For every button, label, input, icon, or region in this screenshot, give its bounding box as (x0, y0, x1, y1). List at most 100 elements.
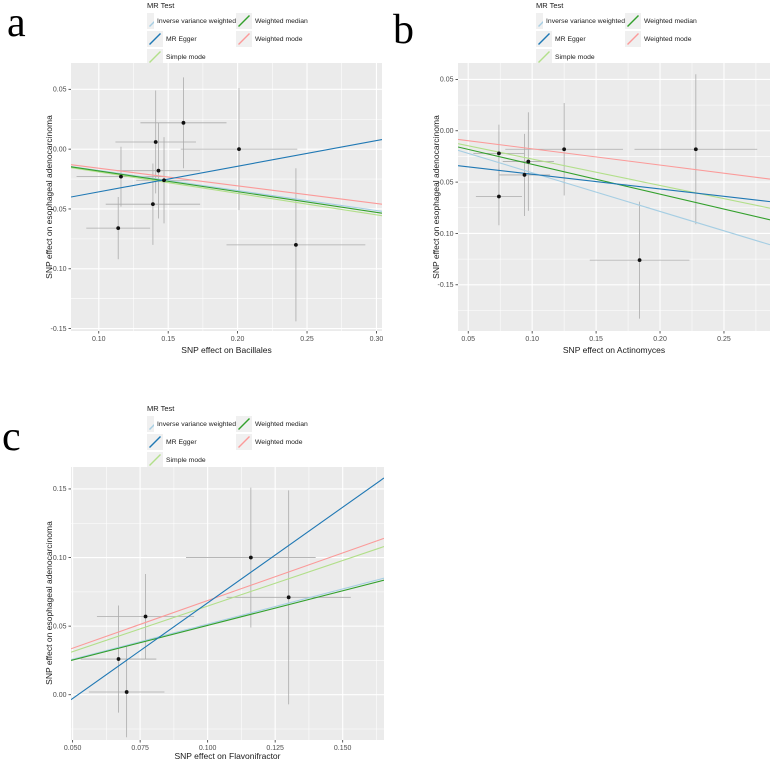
x-tick-label: 0.100 (199, 745, 217, 752)
regression-line-weighted-mode (458, 138, 770, 180)
data-point (497, 151, 501, 156)
x-axis-title-c: SNP effect on Flavonifractor (174, 751, 281, 761)
x-tick-label: 0.15 (589, 336, 603, 343)
data-point (162, 178, 166, 183)
regression-line-inverse-variance-weighted (71, 577, 384, 661)
legend-key-icon (236, 13, 252, 30)
y-tick-label: -0.10 (438, 231, 454, 238)
y-tick-label: -0.10 (51, 266, 67, 273)
data-point (181, 120, 186, 125)
legend-item-inverse-variance-weighted: Inverse variance weighted (536, 12, 625, 30)
legend-title: MR Test (147, 1, 175, 10)
legend-key-icon (147, 452, 163, 469)
y-tick-label: -0.05 (438, 179, 454, 186)
data-point (151, 202, 155, 207)
data-point (286, 595, 291, 600)
scatter-plot-actinomyces: 0.05 0.10 0.15 0.20 0.25 0.05 0.00 -0.05 -0.10 -0… (438, 63, 770, 343)
x-tick-label: 0.20 (653, 336, 667, 343)
data-point (116, 657, 121, 661)
data-point (156, 168, 161, 173)
legend-item-simple-mode: Simple mode (147, 451, 236, 469)
y-tick-label: 0.15 (53, 486, 67, 493)
data-point (693, 147, 698, 152)
legend-key-icon (236, 434, 252, 451)
legend-key-icon (147, 416, 155, 433)
regression-line-mr-egger (71, 477, 384, 701)
y-axis-title-c: SNP effect on esophageal adenocarcinoma (44, 521, 54, 685)
data-point (153, 140, 158, 144)
y-tick-label: 0.05 (53, 623, 67, 630)
regression-line-inverse-variance-weighted (458, 149, 770, 246)
regression-line-weighted-median (71, 166, 382, 214)
y-tick-label: -0.05 (51, 206, 67, 213)
data-point (562, 147, 567, 152)
data-point (637, 258, 642, 263)
regression-line-simple-mode (71, 167, 382, 217)
regression-line-simple-mode (458, 143, 770, 209)
scatter-plot-bacillales: 0.10 0.15 0.20 0.25 0.30 0.05 0.00 -0.05 -0.10 -0… (51, 63, 383, 343)
legend-item-simple-mode: Simple mode (536, 48, 625, 66)
y-axis-title-b: SNP effect on esophageal adenocarcinoma (431, 115, 441, 279)
data-point (248, 555, 253, 560)
legend-item-mr-egger: MR Egger (147, 30, 236, 48)
legend-item-simple-mode: Simple mode (147, 48, 236, 66)
regression-line-mr-egger (71, 139, 382, 198)
y-tick-label: 0.10 (53, 555, 67, 562)
legend-key-icon (625, 31, 641, 48)
panel-label-a: a (7, 0, 26, 46)
legend-key-icon (625, 13, 641, 30)
y-tick-label: 0.00 (440, 128, 454, 135)
x-tick-label: 0.150 (334, 745, 352, 752)
legend-key-icon (536, 13, 544, 30)
legend-item-inverse-variance-weighted: Inverse variance weighted (147, 415, 236, 433)
legend-item-inverse-variance-weighted: Inverse variance weighted (147, 12, 236, 30)
x-tick-label: 0.10 (92, 336, 106, 343)
x-tick-label: 0.20 (231, 336, 245, 343)
regression-line-weighted-mode (71, 164, 382, 205)
y-tick-label: -0.15 (51, 326, 67, 333)
regression-line-weighted-mode (71, 537, 384, 650)
x-tick-label: 0.050 (64, 745, 82, 752)
y-tick-label: 0.05 (440, 77, 454, 84)
legend-item-weighted-mode: Weighted mode (236, 433, 308, 451)
x-axis-title-b: SNP effect on Actinomyces (562, 345, 666, 355)
mr-test-legend-a: MR Test Inverse variance weighted MR Egger… (147, 1, 308, 67)
panel-label-c: c (2, 414, 21, 460)
legend-title: MR Test (147, 404, 175, 413)
legend-item-weighted-mode: Weighted mode (236, 30, 308, 48)
x-tick-label: 0.25 (717, 336, 731, 343)
legend-item-weighted-mode: Weighted mode (625, 30, 697, 48)
mr-test-legend-c: MR Test Inverse variance weighted MR Egger… (147, 404, 308, 470)
legend-key-icon (147, 434, 163, 451)
data-point (237, 147, 241, 152)
regression-line-inverse-variance-weighted (71, 165, 382, 212)
legend-item-mr-egger: MR Egger (147, 433, 236, 451)
legend-item-weighted-median: Weighted median (236, 415, 308, 433)
y-tick-label: 0.00 (53, 692, 67, 699)
data-point (124, 690, 129, 694)
data-point (522, 173, 527, 177)
panel-label-b: b (393, 7, 414, 53)
y-tick-label: 0.00 (53, 146, 67, 153)
x-tick-label: 0.075 (131, 745, 149, 752)
legend-key-icon (536, 31, 552, 48)
y-tick-label: -0.15 (438, 282, 454, 289)
x-tick-label: 0.10 (525, 336, 539, 343)
x-tick-label: 0.30 (370, 336, 384, 343)
legend-item-weighted-median: Weighted median (236, 12, 308, 30)
data-point (116, 226, 121, 231)
x-tick-label: 0.25 (300, 336, 314, 343)
legend-key-icon (147, 13, 155, 30)
legend-key-icon (236, 416, 252, 433)
x-tick-label: 0.05 (461, 336, 475, 343)
legend-key-icon (147, 31, 163, 48)
legend-item-weighted-median: Weighted median (625, 12, 697, 30)
y-tick-label: 0.05 (53, 87, 67, 94)
data-point (497, 194, 501, 199)
data-point (294, 242, 298, 247)
legend-title: MR Test (536, 1, 564, 10)
regression-line-simple-mode (71, 546, 384, 653)
plot-background (71, 63, 382, 331)
x-axis-title-a: SNP effect on Bacillales (181, 345, 272, 355)
